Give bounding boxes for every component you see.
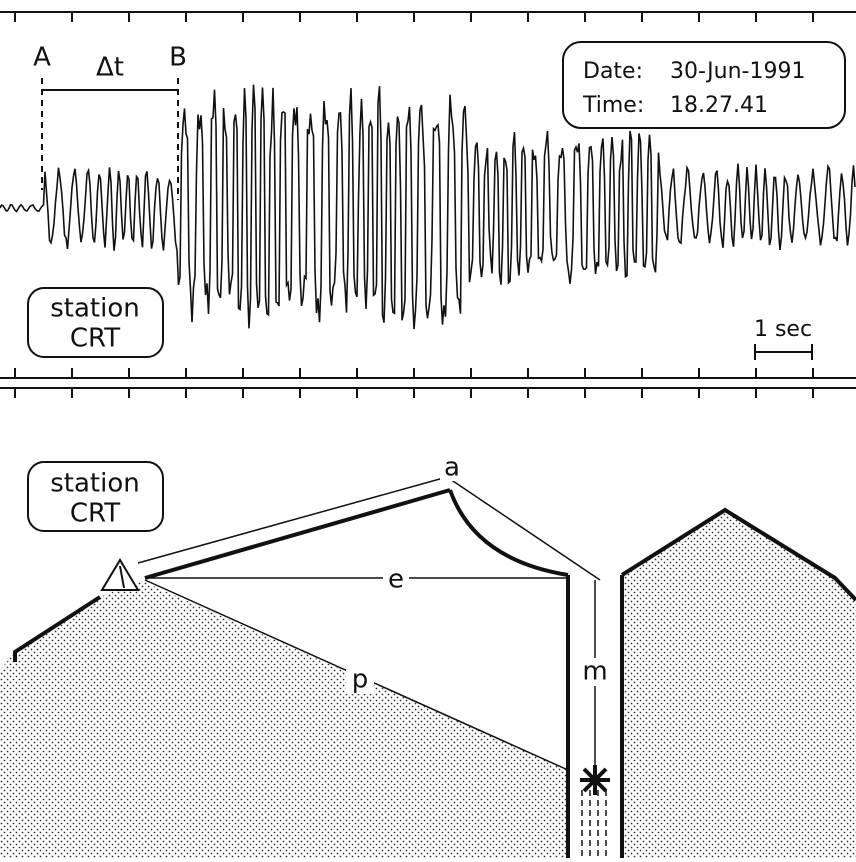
station-marker xyxy=(119,565,125,589)
terrain-left xyxy=(0,580,568,858)
wave-paths xyxy=(137,476,601,780)
label-bg xyxy=(440,455,464,481)
station-label: station xyxy=(50,469,139,499)
station-marker xyxy=(100,558,140,591)
station-code: CRT xyxy=(70,499,120,529)
station-box xyxy=(27,287,164,358)
station-box xyxy=(27,461,164,532)
interval-lines xyxy=(41,78,179,200)
label-bg xyxy=(346,668,374,694)
station-code: CRT xyxy=(70,324,120,354)
date-label: Date: xyxy=(583,59,643,84)
date: 30-Jun-1991 xyxy=(670,59,805,84)
time-label: Time: xyxy=(582,93,644,118)
info-box xyxy=(562,41,846,129)
station-label: station xyxy=(50,294,139,324)
time-ticks xyxy=(14,12,814,398)
path-e: e xyxy=(388,565,404,595)
marker-delta-t: Δt xyxy=(96,53,124,83)
panel-frame xyxy=(0,11,856,389)
water-column xyxy=(581,790,607,858)
scale-label: 1 sec xyxy=(754,317,812,342)
label-bg xyxy=(580,658,610,686)
scale-bar xyxy=(754,344,813,360)
seismogram-trace xyxy=(0,84,856,330)
time: 18.27.41 xyxy=(670,93,768,118)
path-m: m xyxy=(582,657,607,687)
path-p: p xyxy=(352,665,369,695)
label-bg xyxy=(383,566,409,592)
path-a: a xyxy=(444,453,460,483)
marker-b: B xyxy=(169,43,187,73)
marker-a: A xyxy=(33,43,51,73)
terrain-right xyxy=(622,510,856,858)
terrain-outline xyxy=(13,488,856,858)
source-star xyxy=(580,765,610,795)
